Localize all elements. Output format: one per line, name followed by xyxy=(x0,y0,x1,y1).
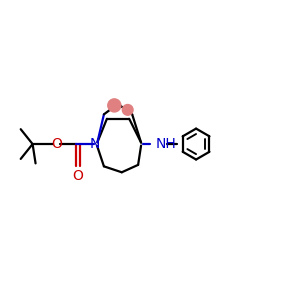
Text: NH: NH xyxy=(156,137,177,151)
Text: N: N xyxy=(90,137,100,151)
Text: O: O xyxy=(72,169,83,183)
Circle shape xyxy=(122,104,133,115)
Circle shape xyxy=(108,99,121,112)
Text: O: O xyxy=(51,137,62,151)
